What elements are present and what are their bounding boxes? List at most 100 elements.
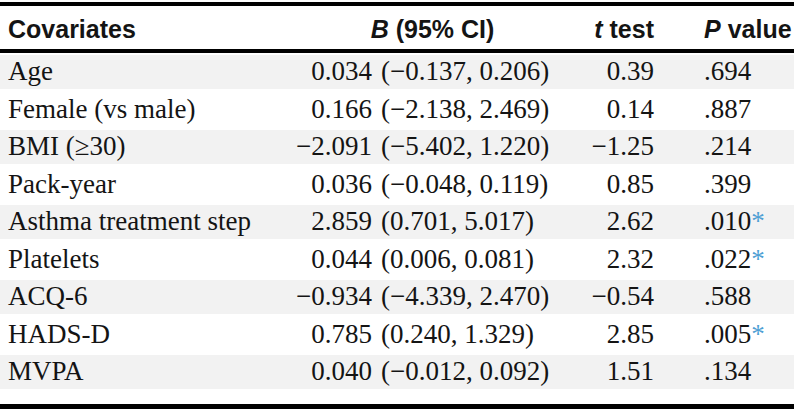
t-test-cell: 0.14 [575, 94, 668, 125]
header-p-value: P value [668, 15, 794, 44]
b-ci-cell: −0.934 (−4.339, 2.470) [290, 281, 575, 312]
table-row: BMI (≥30) −2.091 (−5.402, 1.220) −1.25 .2… [0, 130, 794, 168]
t-value: −0.54 [592, 281, 654, 311]
table-header-rule [0, 49, 794, 53]
p-value: .134 [704, 356, 751, 386]
header-p-symbol: P [704, 15, 721, 43]
covariate-cell: Pack-year [0, 169, 290, 200]
confidence-interval: (−5.402, 1.220) [381, 131, 549, 162]
confidence-interval: (−0.012, 0.092) [381, 356, 549, 387]
b-value: 0.040 [290, 356, 372, 387]
t-test-cell: −0.54 [575, 281, 668, 312]
t-test-cell: 2.32 [575, 244, 668, 275]
t-value: 2.85 [607, 319, 654, 349]
significance-asterisk: * [751, 319, 765, 349]
t-value: 0.85 [607, 169, 654, 199]
confidence-interval: (0.006, 0.081) [381, 244, 534, 275]
p-value: .694 [704, 56, 751, 86]
t-test-cell: 0.85 [575, 169, 668, 200]
p-value-cell: .588 [668, 281, 794, 312]
covariate-label: Female (vs male) [8, 94, 195, 124]
confidence-interval: (−4.339, 2.470) [381, 281, 549, 312]
table-row: MVPA 0.040 (−0.012, 0.092) 1.51 .134 [0, 355, 794, 393]
table-row: HADS-D 0.785 (0.240, 1.329) 2.85 .005* [0, 318, 794, 356]
table-body: Age 0.034 (−0.137, 0.206) 0.39 .694 Femal… [0, 55, 794, 393]
p-value: .887 [704, 94, 751, 124]
b-value: −0.934 [290, 281, 372, 312]
b-value: 0.785 [290, 319, 372, 350]
table-row: Asthma treatment step 2.859(0.701, 5.017… [0, 205, 794, 243]
b-ci-cell: 2.859(0.701, 5.017) [290, 206, 575, 237]
header-t-rest: test [603, 15, 654, 43]
t-test-cell: 1.51 [575, 356, 668, 387]
b-value: 0.044 [290, 244, 372, 275]
header-t-test: t test [575, 15, 668, 44]
p-value: .588 [704, 281, 751, 311]
covariate-label: Age [8, 56, 53, 86]
covariate-label: HADS-D [8, 319, 110, 349]
header-b-ci: B (95% CI) [290, 15, 575, 44]
b-value: 0.034 [290, 56, 372, 87]
significance-asterisk: * [751, 244, 765, 274]
confidence-interval: (0.240, 1.329) [381, 319, 534, 350]
table-row: Age 0.034 (−0.137, 0.206) 0.39 .694 [0, 55, 794, 93]
confidence-interval: (0.701, 5.017) [381, 206, 534, 237]
p-value-cell: .887 [668, 94, 794, 125]
p-value-cell: .694 [668, 56, 794, 87]
p-value-cell: .214 [668, 131, 794, 162]
covariate-cell: HADS-D [0, 319, 290, 350]
t-test-cell: 0.39 [575, 56, 668, 87]
covariate-label: MVPA [8, 356, 84, 386]
covariate-cell: Asthma treatment step [0, 206, 290, 237]
b-ci-cell: 0.036 (−0.048, 0.119) [290, 169, 575, 200]
p-value: .022 [704, 244, 751, 274]
covariate-cell: BMI (≥30) [0, 131, 290, 162]
covariate-label: Platelets [8, 244, 99, 274]
covariate-cell: Platelets [0, 244, 290, 275]
table-row: ACQ-6 −0.934 (−4.339, 2.470) −0.54 .588 [0, 280, 794, 318]
p-value-cell: .010* [668, 206, 794, 237]
t-value: 0.39 [607, 56, 654, 86]
b-ci-cell: 0.044 (0.006, 0.081) [290, 244, 575, 275]
t-value: −1.25 [592, 131, 654, 161]
b-value: 0.036 [290, 169, 372, 200]
t-value: 2.32 [607, 244, 654, 274]
t-value: 1.51 [607, 356, 654, 386]
b-ci-cell: −2.091 (−5.402, 1.220) [290, 131, 575, 162]
confidence-interval: (−0.137, 0.206) [381, 56, 549, 87]
table-row: Platelets 0.044 (0.006, 0.081) 2.32 .022* [0, 243, 794, 281]
b-ci-cell: 0.166 (−2.138, 2.469) [290, 94, 575, 125]
b-value: −2.091 [290, 131, 372, 162]
p-value: .214 [704, 131, 751, 161]
p-value-cell: .022* [668, 244, 794, 275]
covariate-cell: MVPA [0, 356, 290, 387]
covariates-regression-table: Covariates B (95% CI) t test P value Age… [0, 2, 794, 409]
regression-table-page: Covariates B (95% CI) t test P value Age… [0, 0, 794, 412]
t-value: 2.62 [607, 206, 654, 236]
covariate-label: ACQ-6 [8, 281, 88, 311]
header-t-symbol: t [594, 15, 602, 43]
header-p-rest: value [721, 15, 792, 43]
b-value: 0.166 [290, 94, 372, 125]
p-value-cell: .005* [668, 319, 794, 350]
covariate-cell: Female (vs male) [0, 94, 290, 125]
table-row: Female (vs male) 0.166 (−2.138, 2.469) 0.… [0, 93, 794, 131]
p-value: .399 [704, 169, 751, 199]
covariate-label: Asthma treatment step [8, 206, 251, 236]
header-b-symbol: B [371, 15, 389, 43]
significance-asterisk: * [751, 206, 765, 236]
table-row: Pack-year 0.036 (−0.048, 0.119) 0.85 .399 [0, 168, 794, 206]
confidence-interval: (−0.048, 0.119) [381, 169, 548, 200]
header-covariates-label: Covariates [8, 15, 136, 43]
header-b-rest: (95% CI) [389, 15, 495, 43]
t-test-cell: 2.85 [575, 319, 668, 350]
table-bottom-rule [0, 404, 794, 409]
table-header-row: Covariates B (95% CI) t test P value [0, 6, 794, 49]
confidence-interval: (−2.138, 2.469) [381, 94, 549, 125]
t-test-cell: 2.62 [575, 206, 668, 237]
covariate-label: BMI (≥30) [8, 131, 126, 161]
b-ci-cell: 0.034 (−0.137, 0.206) [290, 56, 575, 87]
p-value-cell: .399 [668, 169, 794, 200]
b-ci-cell: 0.785 (0.240, 1.329) [290, 319, 575, 350]
p-value-cell: .134 [668, 356, 794, 387]
